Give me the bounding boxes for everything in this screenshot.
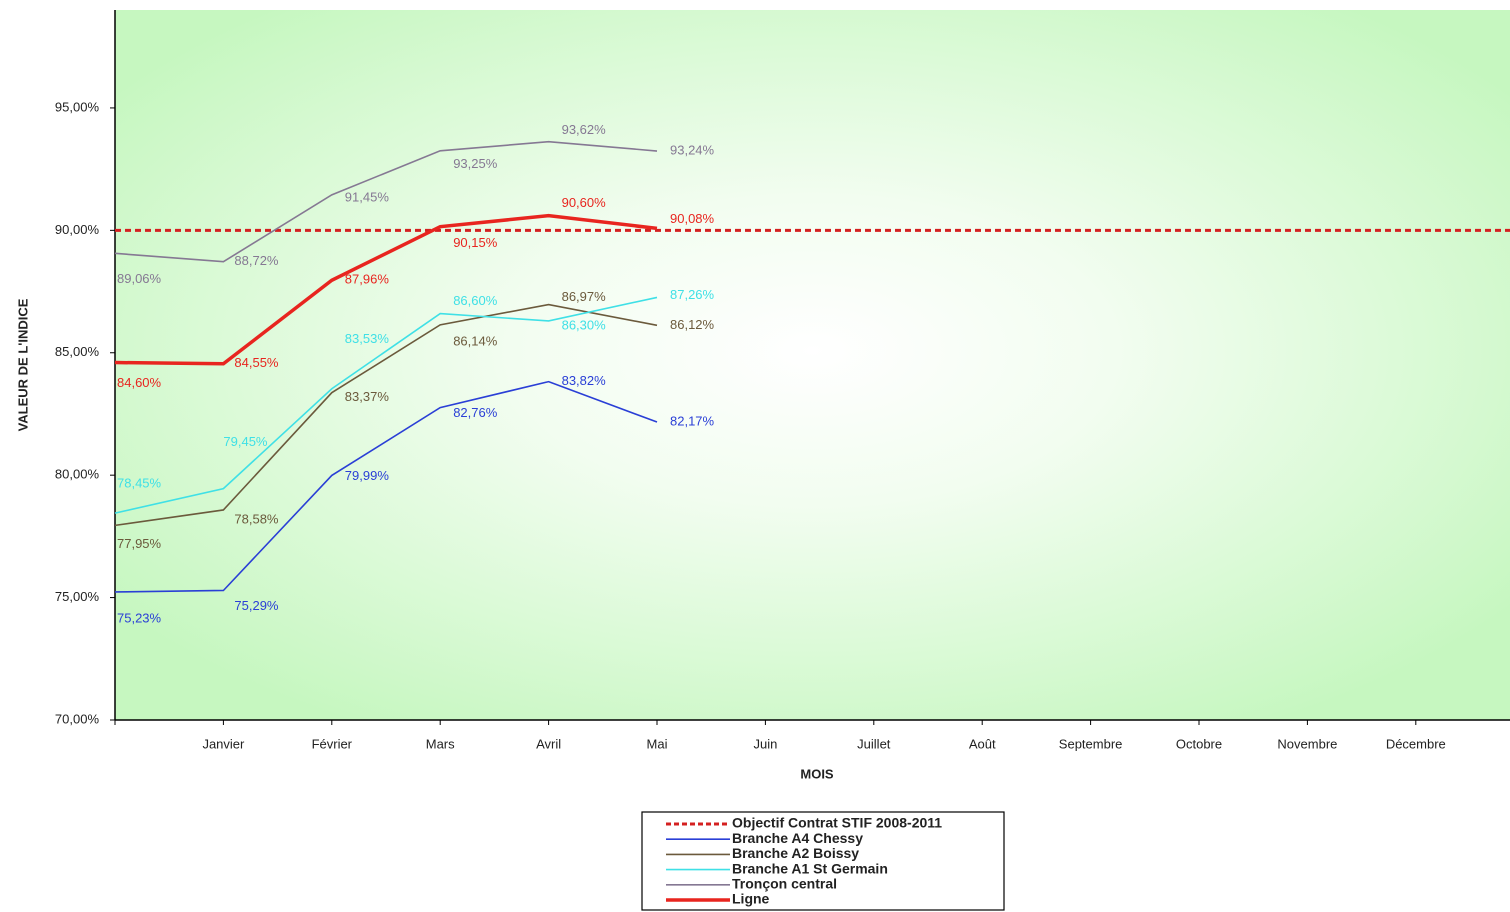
- x-tick-label: Mars: [426, 736, 455, 751]
- y-tick-label: 90,00%: [55, 222, 100, 237]
- data-label: 90,60%: [562, 195, 607, 210]
- legend-label: Objectif Contrat STIF 2008-2011: [732, 815, 942, 831]
- data-label: 75,23%: [117, 610, 162, 625]
- x-tick-label: Janvier: [202, 736, 245, 751]
- data-label: 93,24%: [670, 142, 715, 157]
- data-label: 78,58%: [234, 511, 279, 526]
- data-label: 86,60%: [453, 293, 498, 308]
- legend: [641, 811, 1005, 911]
- data-label: 87,26%: [670, 287, 715, 302]
- x-tick-label: Avril: [536, 736, 561, 751]
- series-line: [114, 380, 658, 593]
- legend-label: Branche A2 Boissy: [732, 845, 859, 861]
- data-label: 82,76%: [453, 405, 498, 420]
- x-axis-label: MOIS: [800, 766, 834, 781]
- y-tick-label: 95,00%: [55, 99, 100, 114]
- x-tick-label: Mai: [647, 736, 668, 751]
- data-label: 83,37%: [345, 389, 390, 404]
- legend-label: Ligne: [732, 891, 770, 907]
- x-tick-label: Décembre: [1386, 736, 1446, 751]
- series-line: [114, 140, 658, 263]
- data-label: 91,45%: [345, 189, 390, 204]
- legend-label: Branche A1 St Germain: [732, 860, 888, 876]
- series-line: [114, 296, 658, 514]
- data-label: 87,96%: [345, 272, 390, 287]
- data-label: 83,82%: [562, 373, 607, 388]
- series-line: [114, 213, 658, 366]
- x-tick-label: Octobre: [1176, 736, 1222, 751]
- data-label: 90,08%: [670, 211, 715, 226]
- data-label: 75,29%: [234, 598, 279, 613]
- plot-area: [115, 10, 1510, 720]
- data-label: 90,15%: [453, 235, 498, 250]
- x-tick-label: Juillet: [857, 736, 891, 751]
- data-label: 86,14%: [453, 333, 498, 348]
- series-line: [114, 303, 658, 527]
- x-tick-label: Novembre: [1277, 736, 1337, 751]
- data-label: 93,25%: [453, 156, 498, 171]
- legend-label: Branche A4 Chessy: [732, 830, 863, 846]
- x-tick-label: Septembre: [1059, 736, 1123, 751]
- data-label: 88,72%: [234, 253, 279, 268]
- x-tick-label: Juin: [753, 736, 777, 751]
- data-label: 84,55%: [234, 355, 279, 370]
- y-tick-label: 75,00%: [55, 589, 100, 604]
- data-label: 77,95%: [117, 536, 162, 551]
- y-tick-label: 80,00%: [55, 467, 100, 482]
- y-tick-label: 70,00%: [55, 711, 100, 726]
- x-tick-label: Août: [969, 736, 996, 751]
- data-label: 79,99%: [345, 468, 390, 483]
- data-label: 84,60%: [117, 375, 162, 390]
- data-label: 83,53%: [345, 331, 390, 346]
- data-label: 86,12%: [670, 317, 715, 332]
- legend-label: Tronçon central: [732, 876, 837, 892]
- x-tick-label: Février: [312, 736, 353, 751]
- data-label: 89,06%: [117, 271, 162, 286]
- y-axis-label: VALEUR DE L'INDICE: [15, 298, 30, 431]
- data-label: 78,45%: [117, 476, 162, 491]
- y-tick-label: 85,00%: [55, 344, 100, 359]
- data-label: 82,17%: [670, 413, 715, 428]
- data-label: 93,62%: [562, 122, 607, 137]
- data-label: 86,97%: [562, 289, 607, 304]
- data-label: 79,45%: [223, 434, 268, 449]
- data-label: 86,30%: [562, 317, 607, 332]
